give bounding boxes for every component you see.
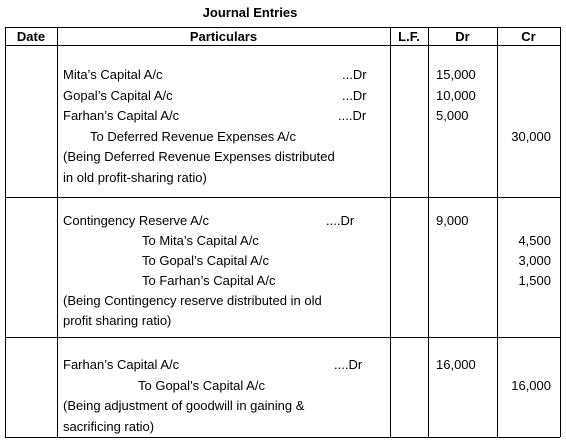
rule [5,27,6,437]
column-header: Particulars [189,29,258,44]
particulars-line: To Deferred Revenue Expenses A/c [90,128,296,144]
cr-amount: 30,000 [511,128,551,144]
particulars-line: To Mita’s Capital A/c [142,233,259,248]
particulars-line: To Gopal’s Capital A/c [138,377,265,393]
column-header: L.F. [398,29,420,44]
column-header: Dr [455,29,470,44]
rule [5,337,560,338]
title: Journal Entries [202,5,298,20]
rule [5,27,560,28]
rule [428,27,429,437]
dr-marker: ....Dr [334,357,363,372]
cr-amount: 1,500 [518,273,551,288]
column-header: Cr [521,29,536,44]
dr-marker: ....Dr [338,108,367,123]
particulars-line: To Farhan’s Capital A/c [142,273,276,288]
dr-amount: 10,000 [436,87,476,103]
column-header: Date [16,29,46,44]
dr-marker: ...Dr [342,67,367,82]
particulars-line: To Gopal’s Capital A/c [142,253,269,268]
cr-amount: 16,000 [511,377,551,393]
dr-amount: 9,000 [436,213,469,228]
particulars-line: profit sharing ratio) [63,313,172,328]
particulars-line: Farhan’s Capital A/c [63,357,180,372]
particulars-line: Mita’s Capital A/c [63,67,163,82]
rule [5,197,560,198]
rule [497,27,498,437]
rule [390,27,391,437]
dr-amount: 16,000 [436,357,476,372]
dr-amount: 5,000 [436,108,469,123]
particulars-line: sacrificing ratio) [63,418,155,434]
particulars-line: in old profit-sharing ratio) [63,169,207,185]
cr-amount: 4,500 [518,233,551,248]
particulars-line: (Being adjustment of goodwill in gaining… [63,398,305,413]
particulars-line: Contingency Reserve A/c [63,213,209,228]
dr-marker: ....Dr [326,213,355,228]
rule [5,45,560,46]
particulars-line: Gopal’s Capital A/c [63,87,173,103]
rule [5,437,560,438]
dr-marker: ...Dr [342,87,367,103]
rule [57,27,58,437]
dr-amount: 15,000 [436,67,476,82]
cr-amount: 3,000 [518,253,551,268]
particulars-line: (Being Contingency reserve distributed i… [63,293,322,308]
rule [560,27,561,437]
particulars-line: Farhan’s Capital A/c [63,108,180,123]
particulars-line: (Being Deferred Revenue Expenses distrib… [63,149,335,164]
